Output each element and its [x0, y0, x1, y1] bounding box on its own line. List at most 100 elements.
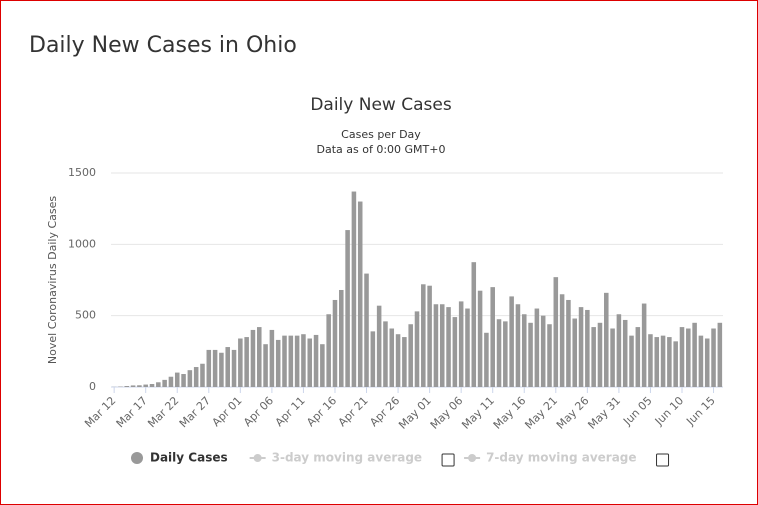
bar — [591, 327, 596, 387]
legend-checkbox[interactable] — [656, 453, 670, 467]
legend-label[interactable]: Daily Cases — [150, 451, 228, 465]
bar — [231, 349, 237, 387]
chart-subtitle: Cases per Day — [341, 128, 421, 141]
x-tick-label: Apr 11 — [273, 394, 308, 429]
bar — [174, 372, 180, 387]
bar — [572, 318, 578, 387]
bar — [660, 335, 666, 387]
bar — [604, 292, 609, 387]
bar — [225, 347, 230, 387]
bar — [433, 304, 439, 387]
legend-symbol[interactable] — [468, 454, 477, 462]
bar — [269, 329, 275, 387]
bar — [250, 329, 256, 387]
bar — [509, 296, 514, 387]
x-tick-label: Apr 16 — [304, 394, 339, 429]
bar — [263, 344, 268, 387]
bar — [370, 331, 376, 387]
x-tick-label: Jun 15 — [683, 394, 717, 428]
bar — [357, 201, 363, 387]
bar — [149, 384, 155, 387]
x-tick-label: Mar 27 — [177, 394, 213, 430]
legend-checkbox[interactable] — [441, 453, 455, 467]
bar — [452, 317, 458, 387]
bar — [446, 307, 451, 387]
bar — [528, 322, 533, 387]
y-axis-label: Novel Coronavirus Daily Cases — [46, 196, 59, 364]
bar — [402, 337, 407, 387]
bar — [496, 319, 502, 387]
bar — [686, 328, 691, 387]
bar — [578, 307, 584, 387]
x-tick-label: Mar 22 — [145, 394, 181, 430]
bar — [294, 335, 300, 387]
x-tick-label: Apr 06 — [241, 394, 276, 429]
legend-label[interactable]: 3-day moving average — [272, 451, 422, 465]
bar — [143, 384, 148, 387]
x-tick-label: May 31 — [585, 394, 623, 432]
bar — [244, 337, 249, 387]
bar — [364, 273, 369, 387]
bar — [490, 287, 495, 387]
bar — [515, 304, 521, 387]
chart-subtitle: Data as of 0:00 GMT+0 — [317, 143, 446, 156]
bar — [307, 338, 313, 387]
bar — [704, 338, 710, 387]
bar — [332, 299, 338, 387]
x-tick-label: May 01 — [396, 394, 434, 432]
bar — [212, 349, 218, 387]
bar — [547, 324, 552, 387]
bar — [585, 309, 590, 387]
bar — [648, 334, 653, 387]
bar — [471, 262, 477, 387]
bar — [673, 341, 678, 387]
bar — [156, 382, 161, 387]
legend-label[interactable]: 7-day moving average — [486, 451, 636, 465]
bar — [667, 337, 672, 387]
bar — [711, 328, 716, 387]
bar — [534, 308, 540, 387]
bar — [326, 314, 331, 387]
x-tick-label: Mar 12 — [82, 394, 118, 430]
x-tick-label: May 11 — [459, 394, 497, 432]
bar — [313, 334, 319, 387]
legend-symbol[interactable] — [253, 454, 262, 462]
x-tick-label: May 21 — [522, 394, 560, 432]
bar — [421, 284, 426, 387]
bar — [383, 321, 388, 387]
bar — [345, 230, 350, 387]
y-tick-label: 1000 — [68, 237, 96, 250]
bar — [339, 289, 344, 387]
bar — [654, 337, 660, 387]
bar — [256, 327, 262, 387]
bar — [187, 370, 193, 387]
bar — [275, 339, 281, 387]
bar — [566, 299, 571, 387]
bar — [503, 321, 508, 387]
bar — [389, 328, 395, 387]
x-tick-label: Jun 05 — [620, 394, 654, 428]
bar — [477, 290, 483, 387]
bar — [162, 379, 167, 387]
bar — [465, 308, 470, 387]
x-tick-label: Mar 17 — [114, 394, 150, 430]
bar — [414, 311, 420, 387]
x-tick-label: May 16 — [491, 394, 529, 432]
bar — [137, 385, 142, 387]
bar — [698, 335, 704, 387]
bar — [130, 385, 136, 387]
bar — [320, 344, 325, 387]
bar — [610, 328, 615, 387]
legend-symbol[interactable] — [131, 452, 143, 464]
bar — [376, 305, 382, 387]
bar — [717, 322, 723, 387]
x-tick-label: May 06 — [428, 394, 466, 432]
bar — [622, 319, 628, 387]
bar — [395, 334, 401, 387]
bar — [219, 352, 224, 387]
bar — [679, 327, 685, 387]
x-tick-label: Apr 01 — [210, 394, 245, 429]
bar — [629, 335, 634, 387]
bar — [692, 322, 697, 387]
